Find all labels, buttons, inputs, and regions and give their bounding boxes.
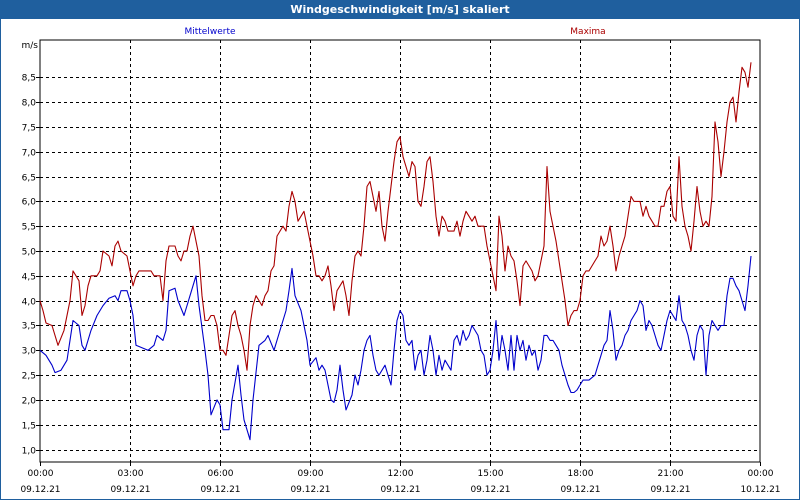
x-tick-label-date: 09.12.21 (20, 485, 60, 495)
x-tick-label-date: 09.12.21 (290, 485, 330, 495)
y-tick-label: 3,5 (22, 322, 36, 332)
y-tick-label: 4,0 (22, 298, 37, 308)
y-tick-label: 8,0 (22, 99, 37, 109)
x-tick-label-date: 09.12.21 (470, 485, 510, 495)
y-tick-label: 5,5 (22, 223, 36, 233)
y-tick-label: 5,0 (22, 248, 37, 258)
x-tick-label-date: 09.12.21 (380, 485, 420, 495)
y-tick-label: 1,5 (22, 422, 36, 432)
y-axis-unit-label: m/s (22, 41, 39, 51)
x-tick-label-date: 09.12.21 (200, 485, 240, 495)
series-line-maxima (39, 62, 752, 371)
legend-label-maxima: Maxima (570, 27, 605, 37)
x-tick-label-date: 09.12.21 (650, 485, 690, 495)
x-tick-label-time: 06:00 (208, 469, 234, 479)
y-tick-label: 1,0 (22, 447, 37, 457)
y-tick-label: 2,0 (22, 397, 37, 407)
window-title: Windgeschwindigkeit [m/s] skaliert (1, 1, 799, 19)
series-line-mittelwerte (39, 255, 752, 441)
x-tick-label-date: 09.12.21 (110, 485, 150, 495)
y-tick-label: 3,0 (22, 347, 37, 357)
x-tick-label-time: 00:00 (748, 469, 774, 479)
x-tick-label-time: 12:00 (388, 469, 414, 479)
y-tick-label: 7,5 (22, 124, 36, 134)
x-tick-label-time: 09:00 (298, 469, 324, 479)
y-tick-label: 6,5 (22, 174, 36, 184)
y-tick-label: 8,5 (22, 74, 36, 84)
x-tick-label-time: 03:00 (118, 469, 144, 479)
x-tick-label-time: 18:00 (568, 469, 594, 479)
y-tick-label: 6,0 (22, 198, 37, 208)
legend-label-mittelwerte: Mittelwerte (184, 27, 235, 37)
x-tick-label-date: 09.12.21 (560, 485, 600, 495)
y-tick-label: 4,5 (22, 273, 36, 283)
x-tick-label-date: 10.12.21 (740, 485, 780, 495)
y-tick-label: 2,5 (22, 372, 36, 382)
y-tick-label: 7,0 (22, 149, 37, 159)
x-tick-label-time: 21:00 (658, 469, 684, 479)
x-tick-label-time: 00:00 (28, 469, 54, 479)
x-tick-label-time: 15:00 (478, 469, 504, 479)
